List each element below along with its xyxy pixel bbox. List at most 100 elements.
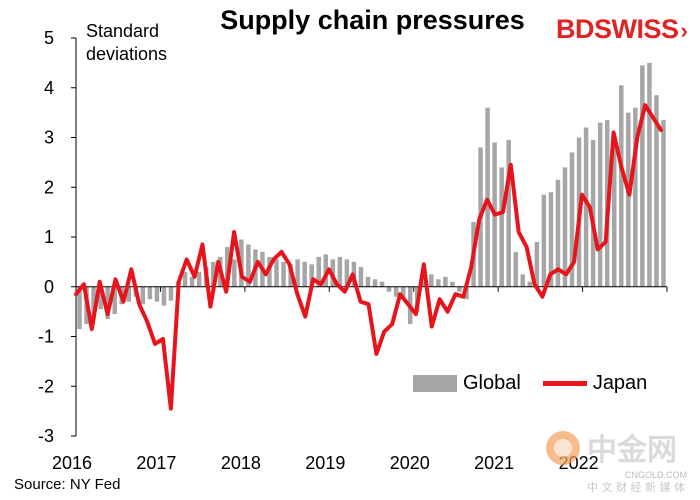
watermark: 中金网 CNGOLD.COM 中 文 财 经 新 媒 体 [546,431,687,494]
x-tick-label: 2016 [52,453,92,473]
global-bar [112,286,117,315]
chart-title: Supply chain pressures [220,5,525,35]
global-bar [161,286,167,306]
global-bars [77,62,666,330]
global-bar [393,286,399,297]
global-bar [562,167,568,287]
global-bar [429,274,434,287]
global-bar [548,192,554,287]
global-bar [499,167,504,287]
global-bar [337,256,343,287]
bdswiss-logo: BDSWISS› [556,14,688,45]
global-bar [527,281,533,287]
global-bar [422,281,427,287]
global-bar [597,122,603,287]
legend-japan-swatch [542,381,587,386]
global-bar [386,286,392,292]
x-tick-label: 2020 [390,453,430,473]
legend-global-swatch [413,375,457,392]
chevron-icon: › [680,18,688,43]
global-bar [619,85,624,287]
axes [71,37,668,437]
y-tick-label: 5 [44,28,54,48]
logo-bd: BD [556,14,595,44]
global-bar [372,279,378,287]
global-bar [246,244,251,287]
y-tick-label: -2 [38,376,54,396]
x-tick-labels: 2016 2017 2018 2019 2020 2021 2022 [52,453,599,473]
global-bar [513,251,518,287]
global-bar [316,256,321,287]
y-tick-labels: -3 -2 -1 0 1 2 3 4 5 [38,28,54,446]
global-bar [323,254,329,287]
watermark-caption: 中 文 财 经 新 媒 体 [587,480,685,494]
global-bar [590,139,596,287]
global-bar [344,259,350,287]
global-bar [534,241,540,287]
y-tick-label: -1 [38,327,54,347]
global-bar [400,286,406,300]
watermark-text: 中金网 [587,433,677,468]
global-bar [196,271,202,287]
global-bar [443,276,448,287]
global-bar [302,261,307,287]
legend-japan-label: Japan [592,372,648,394]
global-bar [555,179,561,287]
x-tick-label: 2019 [305,453,345,473]
y-tick-label: -3 [38,426,54,446]
watermark-subtext: CNGOLD.COM [625,470,687,480]
global-bar [365,276,371,287]
global-bar [379,281,385,287]
global-bar [661,120,666,287]
watermark-inner-icon [554,439,572,457]
global-bar [541,194,547,287]
global-bar [633,107,638,287]
global-bar [309,264,314,287]
y-tick-label: 0 [44,277,54,297]
global-bar [182,271,188,287]
global-bar [626,112,631,287]
global-bar [126,286,132,302]
global-bar [168,286,174,301]
global-bar [611,137,617,287]
global-bar [436,279,441,287]
global-bar [274,259,279,287]
global-bar [464,286,469,300]
legend-global-label: Global [463,372,521,394]
x-tick-label: 2017 [136,453,176,473]
y-axis-label: Standard deviations [86,21,168,64]
japan-series-line [74,103,663,411]
global-bar [295,259,300,287]
y-tick-label: 3 [44,128,54,148]
global-bar [450,281,455,287]
global-bar [485,107,490,287]
global-bar [154,286,160,302]
global-bar [358,266,364,287]
global-bar [98,286,103,310]
global-bar [647,62,652,287]
global-bar [583,127,589,287]
global-bar [267,256,272,287]
global-bar [654,95,659,287]
x-tick-label: 2018 [221,453,261,473]
global-bar [457,286,462,292]
global-bar [189,276,195,287]
global-bar [520,274,526,287]
global-bar [140,286,146,305]
global-bar [506,139,511,287]
global-bar [232,259,237,287]
y-tick-label: 1 [44,227,54,247]
japan-line [74,103,663,411]
x-tick-label: 2021 [474,453,514,473]
global-bar [281,261,286,287]
global-bar [105,286,110,320]
global-bar [147,286,153,300]
legend: Global Japan [413,372,647,395]
logo-swiss: SWISS [594,14,679,44]
global-bar [77,286,82,330]
global-bar [569,152,575,287]
y-tick-label: 2 [44,177,54,197]
source-note: Source: NY Fed [14,476,121,493]
global-bar [210,261,216,287]
